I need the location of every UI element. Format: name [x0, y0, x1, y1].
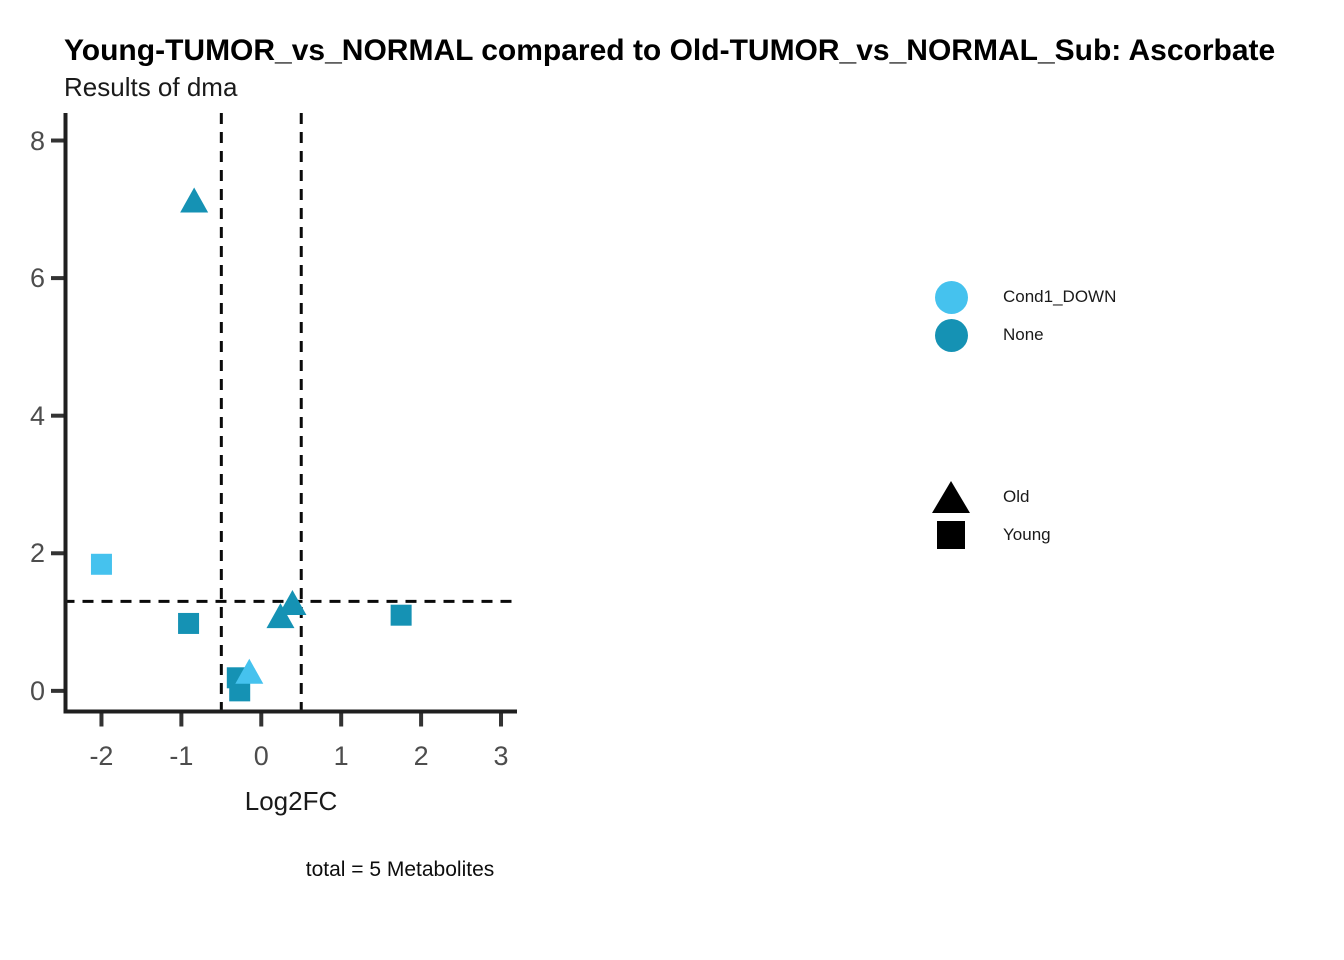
legend-key — [931, 280, 971, 314]
x-tick — [419, 713, 424, 727]
legend-item-cond1-down: Cond1_DOWN — [931, 278, 1116, 316]
legend-color: Cond1_DOWN None — [931, 278, 1116, 354]
y-tick — [51, 138, 64, 143]
x-tick — [339, 713, 344, 727]
y-tick — [51, 688, 64, 693]
page-subtitle: Results of dma — [64, 72, 238, 102]
legend-key — [931, 521, 971, 549]
legend-item-young: Young — [931, 516, 1051, 554]
data-point-marker — [90, 553, 112, 575]
x-tick — [259, 713, 264, 727]
y-tick — [51, 276, 64, 281]
y-tick-label: 6 — [29, 263, 45, 294]
page-title: Young-TUMOR_vs_NORMAL compared to Old-TU… — [64, 34, 1276, 67]
x-tick-label: 0 — [253, 741, 269, 771]
legend-key — [931, 481, 971, 513]
data-point-marker — [180, 187, 209, 213]
x-tick — [99, 713, 104, 727]
x-axis-title: Log2FC — [244, 786, 338, 816]
x-tick-label: -2 — [89, 741, 114, 771]
legend-label: Cond1_DOWN — [1003, 287, 1117, 306]
data-point-marker — [278, 589, 307, 615]
x-tick-label: -1 — [169, 741, 194, 771]
y-axis-line — [63, 113, 68, 714]
x-tick-label: 3 — [493, 741, 509, 771]
data-point-marker — [266, 603, 295, 629]
legend-item-none: None — [931, 316, 1116, 354]
data-point-marker — [178, 612, 200, 634]
caption: total = 5 Metabolites — [305, 858, 495, 881]
x-axis-line — [63, 709, 517, 714]
legend-key — [931, 318, 971, 352]
data-point-marker — [229, 680, 251, 702]
y-tick — [51, 551, 64, 556]
y-tick-label: 4 — [29, 400, 45, 431]
legend-label: Old — [1003, 487, 1030, 506]
data-point-marker — [235, 658, 264, 684]
y-tick — [51, 413, 64, 418]
x-tick — [499, 713, 504, 727]
legend-label: None — [1003, 325, 1044, 344]
data-point-marker — [390, 604, 412, 626]
y-tick-label: 2 — [29, 538, 45, 569]
circle-swatch-icon — [934, 318, 968, 352]
y-tick-label: 0 — [29, 675, 45, 706]
x-tick — [179, 713, 184, 727]
x-tick-label: 2 — [413, 741, 429, 771]
x-tick-label: 1 — [333, 741, 349, 771]
legend-label: Young — [1003, 525, 1051, 544]
triangle-swatch-icon — [932, 481, 970, 513]
circle-swatch-icon — [934, 280, 968, 314]
legend-item-old: Old — [931, 478, 1051, 516]
legend-shape: Old Young — [931, 478, 1051, 554]
square-swatch-icon — [937, 521, 965, 549]
y-tick-label: 8 — [29, 125, 45, 156]
